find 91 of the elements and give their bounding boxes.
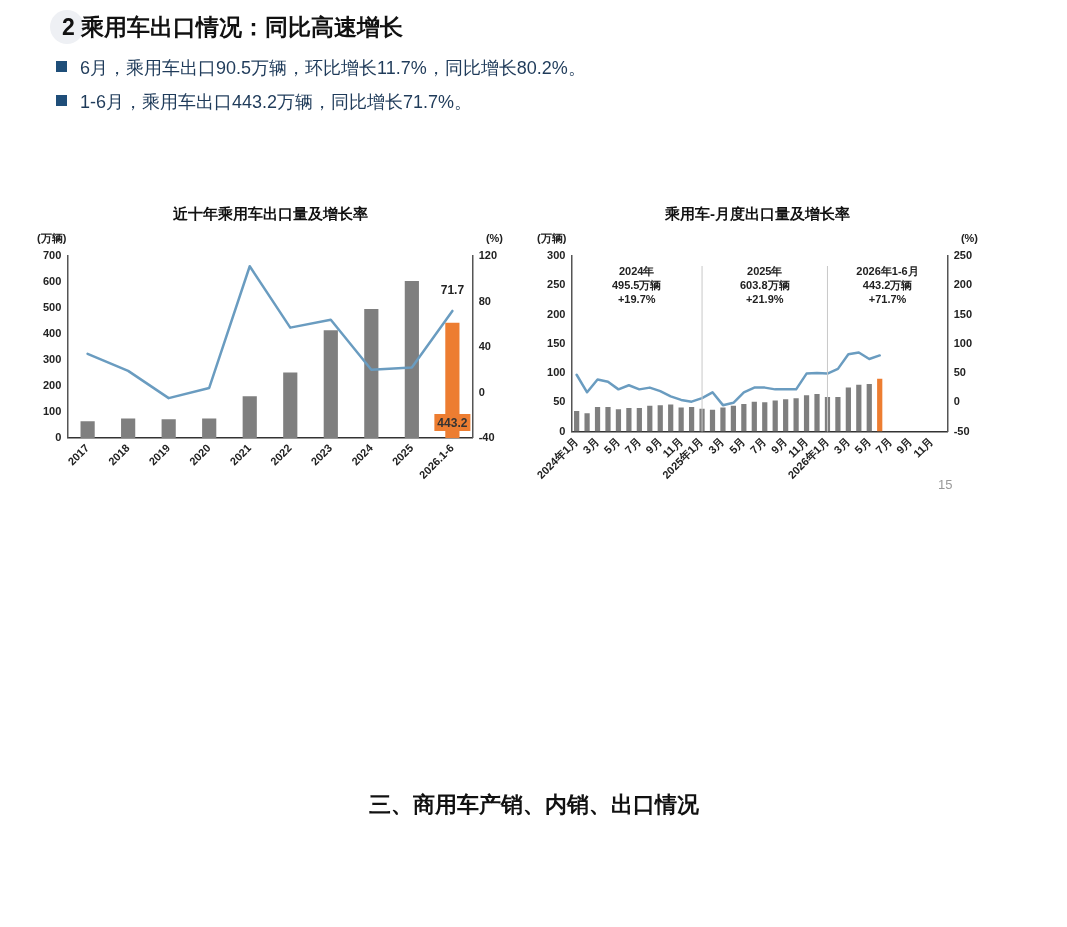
bar bbox=[647, 405, 653, 432]
x-tick-label: 9月 bbox=[768, 435, 790, 456]
bar bbox=[803, 395, 810, 432]
y-tick-label: 0 bbox=[55, 430, 62, 443]
annotation: 2025年 603.8万辆 +21.9% bbox=[739, 264, 790, 305]
x-tick-label: 7月 bbox=[622, 435, 643, 456]
bar bbox=[741, 403, 747, 432]
bar bbox=[772, 400, 778, 432]
bar bbox=[835, 396, 841, 432]
x-tick-label: 5月 bbox=[601, 435, 622, 456]
bar bbox=[866, 384, 872, 432]
bar bbox=[814, 394, 820, 432]
y-tick-label: 300 bbox=[547, 249, 566, 262]
text: 15 bbox=[938, 477, 953, 492]
data-label: 71.7 bbox=[440, 283, 465, 298]
y-tick-label: 600 bbox=[42, 275, 62, 288]
x-tick-label: 5月 bbox=[726, 435, 748, 456]
bar bbox=[364, 309, 379, 438]
x-tick-label: 3月 bbox=[831, 435, 852, 456]
y2-tick-label: -40 bbox=[478, 430, 495, 443]
bar bbox=[574, 411, 580, 432]
bar bbox=[845, 387, 851, 432]
bar bbox=[594, 406, 601, 432]
x-tick-label: 3月 bbox=[705, 435, 727, 456]
annotation: 2026年1-6月 443.2万辆 +71.7% bbox=[856, 264, 919, 305]
y-axis-title: (万辆) bbox=[37, 231, 67, 244]
bar bbox=[856, 384, 862, 432]
bar bbox=[793, 398, 799, 432]
bar bbox=[202, 418, 217, 438]
chart-title: 乘用车-月度出口量及增长率 bbox=[664, 205, 850, 223]
y-tick-label: 300 bbox=[42, 353, 62, 366]
text: 2 乘用车出口情况：同比高速增长 bbox=[62, 14, 404, 40]
y2-tick-label: 250 bbox=[953, 249, 973, 262]
y2-tick-label: -50 bbox=[953, 424, 970, 437]
bar bbox=[762, 402, 768, 432]
y2-tick-label: 0 bbox=[478, 385, 485, 398]
bar bbox=[688, 406, 695, 432]
y-tick-label: 100 bbox=[42, 405, 62, 417]
bar bbox=[783, 399, 789, 432]
bar bbox=[678, 407, 684, 432]
x-tick-label: 5月 bbox=[852, 435, 873, 456]
bar bbox=[657, 405, 663, 432]
y-tick-label: 150 bbox=[547, 336, 566, 349]
bar bbox=[283, 372, 298, 438]
y-tick-label: 700 bbox=[42, 249, 62, 262]
y-tick-label: 50 bbox=[553, 395, 566, 408]
y2-tick-label: 40 bbox=[478, 340, 491, 353]
bar bbox=[615, 409, 622, 432]
bar bbox=[709, 409, 716, 432]
y-tick-label: 500 bbox=[42, 301, 62, 314]
bar bbox=[80, 421, 95, 438]
bar bbox=[877, 378, 883, 432]
y-tick-label: 0 bbox=[559, 424, 566, 437]
y2-axis-title: (%) bbox=[960, 231, 979, 244]
y-tick-label: 400 bbox=[42, 327, 62, 340]
bar bbox=[323, 330, 338, 438]
bar bbox=[751, 401, 757, 432]
text: 1-6月，乘用车出口443.2万辆，同比增长71.7%。 bbox=[80, 92, 473, 112]
y2-tick-label: 80 bbox=[478, 294, 491, 307]
y2-tick-label: 100 bbox=[953, 336, 973, 349]
annotation: 2024年 495.5万辆 +19.7% bbox=[611, 264, 662, 305]
x-tick-label: 9月 bbox=[643, 435, 664, 456]
y2-tick-label: 200 bbox=[953, 278, 973, 291]
chart-title: 近十年乘用车出口量及增长率 bbox=[171, 205, 368, 223]
y-tick-label: 100 bbox=[547, 366, 566, 379]
x-tick-label: 7月 bbox=[747, 435, 769, 456]
y-tick-label: 200 bbox=[547, 307, 566, 320]
x-tick-label: 3月 bbox=[580, 435, 602, 456]
x-tick-label: 7月 bbox=[873, 435, 894, 456]
y2-tick-label: 150 bbox=[953, 307, 973, 320]
y2-tick-label: 0 bbox=[953, 395, 960, 408]
bar bbox=[720, 407, 726, 432]
y-axis-title: (万辆) bbox=[537, 231, 567, 244]
text: 6月，乘用车出口90.5万辆，环比增长11.7%，同比增长80.2%。 bbox=[80, 58, 586, 78]
y2-axis-title: (%) bbox=[485, 231, 504, 244]
bar bbox=[626, 408, 632, 432]
bar bbox=[121, 418, 136, 438]
y2-tick-label: 120 bbox=[478, 249, 498, 262]
bar bbox=[584, 413, 590, 432]
bar bbox=[636, 408, 642, 432]
bar bbox=[668, 404, 674, 432]
text: 三、商用车产销、内销、出口情况 bbox=[368, 792, 699, 817]
y-tick-label: 250 bbox=[547, 278, 566, 291]
bar bbox=[404, 280, 419, 438]
data-label: 443.2 bbox=[437, 416, 468, 431]
bar bbox=[730, 405, 737, 432]
bar bbox=[242, 396, 257, 438]
bar bbox=[605, 406, 611, 432]
y-tick-label: 200 bbox=[42, 379, 62, 391]
bar bbox=[161, 419, 176, 438]
y2-tick-label: 50 bbox=[953, 366, 966, 379]
